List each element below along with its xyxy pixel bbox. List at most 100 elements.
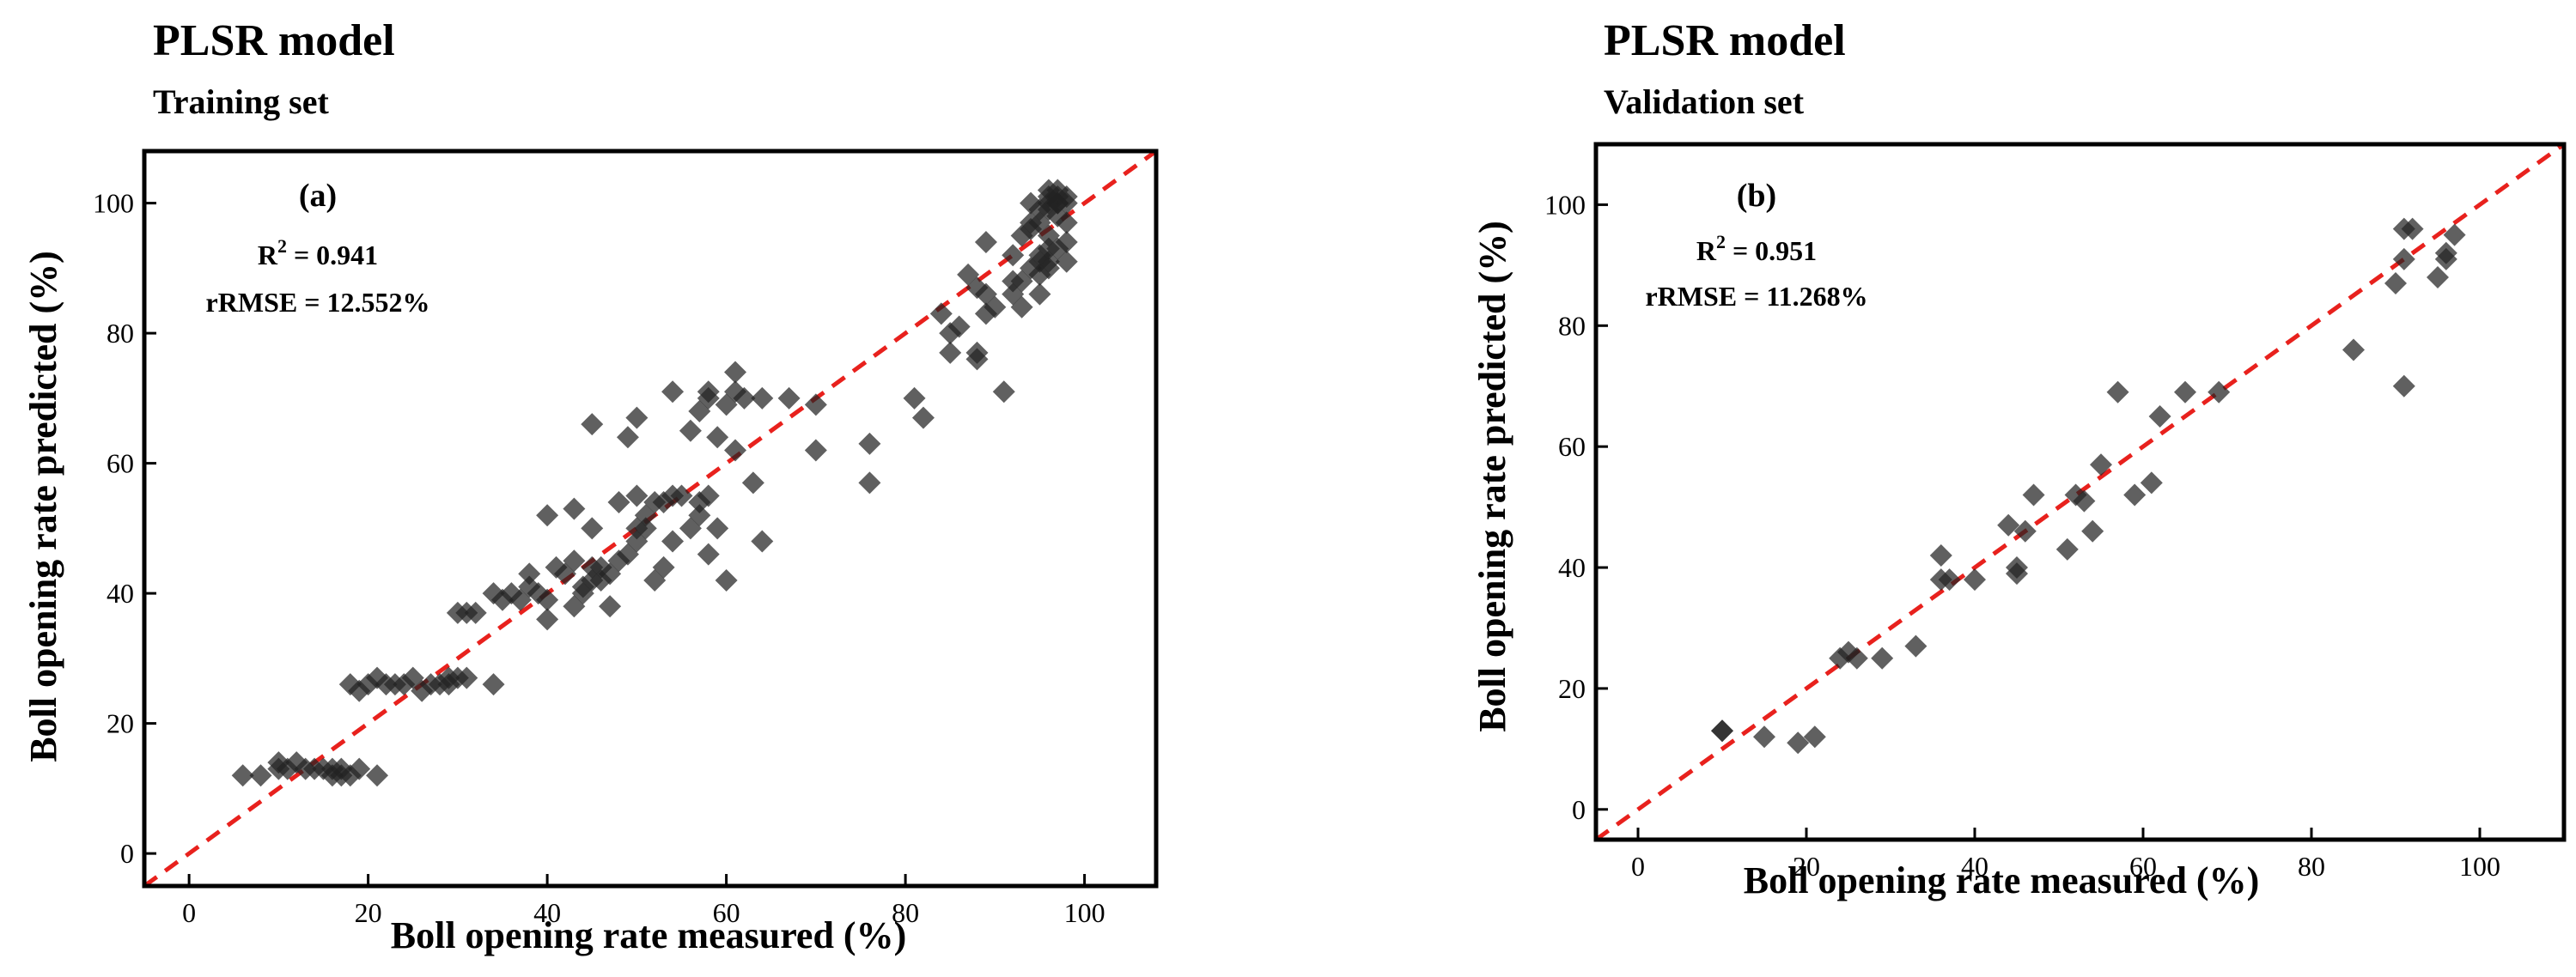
x-tick-label: 0 bbox=[1631, 851, 1645, 882]
y-axis-title: Boll opening rate predicted (%) bbox=[22, 251, 64, 762]
x-tick-label: 40 bbox=[1961, 851, 1988, 882]
data-point bbox=[518, 562, 541, 586]
data-point bbox=[724, 361, 747, 384]
panel-validation: PLSR model Validation set 0 20 40 60 80 100 0 2… bbox=[1460, 0, 2576, 977]
r2-superscript: 2 bbox=[277, 235, 287, 257]
data-point bbox=[652, 555, 675, 579]
data-point bbox=[482, 673, 505, 696]
data-point bbox=[616, 426, 639, 449]
data-point bbox=[2342, 338, 2365, 361]
data-point bbox=[607, 491, 630, 514]
data-point bbox=[2073, 489, 2096, 513]
y-tick-label: 40 bbox=[107, 578, 134, 609]
data-point bbox=[1010, 224, 1033, 247]
data-point bbox=[741, 471, 764, 495]
data-point bbox=[2090, 453, 2112, 476]
data-point bbox=[992, 380, 1015, 404]
data-point bbox=[625, 484, 649, 507]
data-point bbox=[858, 432, 881, 455]
data-point bbox=[2140, 471, 2163, 495]
data-point bbox=[661, 530, 685, 553]
x-tick-label: 0 bbox=[182, 897, 196, 928]
set-title: Training set bbox=[153, 82, 329, 121]
y-tick-label: 80 bbox=[1558, 310, 1586, 341]
data-point bbox=[688, 504, 711, 527]
data-point bbox=[536, 608, 559, 631]
data-point bbox=[1055, 211, 1078, 234]
data-point bbox=[697, 484, 720, 507]
y-tick-label: 20 bbox=[107, 708, 134, 739]
ticks-layer: 0 20 40 60 80 100 0 20 40 60 80 100 bbox=[93, 188, 1105, 928]
data-point bbox=[2208, 380, 2231, 404]
data-point bbox=[249, 764, 272, 787]
y-tick-label: 60 bbox=[107, 448, 134, 479]
data-point bbox=[1845, 646, 1868, 670]
data-point bbox=[563, 549, 586, 573]
data-point bbox=[751, 530, 774, 553]
data-point bbox=[599, 595, 622, 618]
x-axis-title: Boll opening rate measured (%) bbox=[391, 914, 907, 956]
y-tick-label: 100 bbox=[93, 188, 134, 219]
data-point bbox=[974, 231, 997, 254]
model-title: PLSR model bbox=[153, 16, 395, 65]
data-point bbox=[1938, 568, 1961, 592]
data-point bbox=[536, 504, 559, 527]
data-point bbox=[563, 497, 586, 520]
x-tick-label: 60 bbox=[2129, 851, 2157, 882]
data-point bbox=[2384, 272, 2407, 294]
data-point bbox=[2013, 519, 2037, 543]
data-point bbox=[911, 406, 935, 429]
r2-value: = 0.951 bbox=[1726, 235, 1817, 266]
data-point bbox=[947, 315, 971, 338]
set-title: Validation set bbox=[1604, 82, 1805, 121]
data-point bbox=[625, 406, 649, 429]
y-tick-label: 40 bbox=[1558, 552, 1586, 583]
data-point bbox=[634, 517, 657, 540]
data-point bbox=[858, 471, 881, 495]
data-point bbox=[2174, 380, 2196, 404]
data-point bbox=[366, 764, 389, 787]
x-tick-label: 80 bbox=[892, 897, 919, 928]
y-tick-label: 0 bbox=[120, 838, 134, 869]
data-point bbox=[1904, 634, 1927, 658]
data-point bbox=[733, 386, 756, 410]
x-tick-label: 100 bbox=[2459, 851, 2500, 882]
data-point bbox=[581, 517, 604, 540]
data-point bbox=[1753, 725, 1775, 749]
data-point bbox=[1929, 543, 1952, 567]
x-tick-label: 40 bbox=[533, 897, 561, 928]
data-point bbox=[939, 341, 962, 364]
x-tick-label: 20 bbox=[355, 897, 382, 928]
data-point bbox=[1010, 295, 1033, 319]
data-point bbox=[464, 601, 487, 624]
data-point bbox=[1046, 191, 1069, 215]
y-tick-label: 0 bbox=[1572, 794, 1586, 825]
data-point bbox=[929, 302, 953, 325]
data-point bbox=[706, 426, 729, 449]
data-point bbox=[670, 484, 693, 507]
data-point bbox=[903, 386, 926, 410]
x-axis-title: Boll opening rate measured (%) bbox=[1744, 859, 2260, 901]
data-point bbox=[706, 517, 729, 540]
data-point bbox=[2055, 537, 2079, 561]
y-tick-label: 80 bbox=[107, 318, 134, 349]
r2-annotation: R2 = 0.941 bbox=[258, 235, 378, 270]
x-tick-label: 60 bbox=[713, 897, 740, 928]
data-point bbox=[2064, 483, 2087, 507]
panel-training: PLSR model Training set 0 20 40 60 80 100 0 20 4… bbox=[0, 0, 1237, 977]
data-point bbox=[1028, 198, 1051, 221]
data-point bbox=[2123, 483, 2147, 507]
data-point bbox=[777, 386, 801, 410]
data-point bbox=[2392, 247, 2415, 270]
data-point bbox=[2392, 374, 2415, 397]
data-point bbox=[2106, 380, 2129, 404]
panel-label: (a) bbox=[299, 178, 337, 214]
data-point bbox=[751, 386, 774, 410]
y-axis-title: Boll opening rate predicted (%) bbox=[1471, 221, 1513, 732]
data-point bbox=[1997, 513, 2020, 537]
panel-label: (b) bbox=[1737, 178, 1776, 214]
data-point bbox=[1711, 719, 1733, 743]
data-point bbox=[2006, 556, 2028, 580]
data-point bbox=[1055, 231, 1078, 254]
